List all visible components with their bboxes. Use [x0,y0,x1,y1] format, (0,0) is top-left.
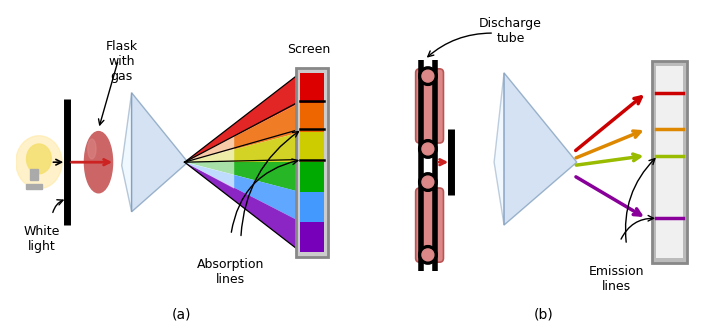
Polygon shape [185,162,300,192]
Circle shape [422,249,434,261]
Circle shape [422,70,434,82]
Polygon shape [185,136,234,189]
Circle shape [422,176,434,188]
Text: Discharge
tube: Discharge tube [479,17,542,45]
Text: Flask
with
gas: Flask with gas [106,40,138,83]
Text: Emission
lines: Emission lines [589,265,645,293]
Circle shape [422,143,434,155]
FancyBboxPatch shape [300,222,323,252]
Text: Screen: Screen [287,43,330,56]
Polygon shape [185,73,300,162]
FancyBboxPatch shape [300,192,323,222]
Ellipse shape [16,136,62,189]
Text: (a): (a) [172,307,191,321]
FancyBboxPatch shape [30,169,38,180]
FancyBboxPatch shape [25,184,42,189]
Circle shape [418,140,437,158]
Polygon shape [185,132,300,162]
Text: (b): (b) [534,307,554,321]
FancyBboxPatch shape [300,132,323,162]
FancyBboxPatch shape [652,61,687,263]
FancyBboxPatch shape [300,73,323,103]
FancyBboxPatch shape [415,69,444,143]
FancyBboxPatch shape [656,66,683,258]
FancyBboxPatch shape [300,103,323,132]
Polygon shape [185,162,300,222]
Polygon shape [132,93,188,212]
Text: Absorption
lines: Absorption lines [197,258,265,286]
Text: White
light: White light [24,225,60,253]
FancyBboxPatch shape [297,68,328,257]
Polygon shape [494,73,504,225]
Polygon shape [185,162,300,252]
Ellipse shape [84,131,112,193]
Ellipse shape [27,144,51,174]
Circle shape [418,67,437,85]
Circle shape [418,173,437,191]
Circle shape [418,246,437,264]
Ellipse shape [88,139,96,159]
FancyBboxPatch shape [300,162,323,192]
Polygon shape [185,103,300,162]
FancyBboxPatch shape [415,188,444,262]
Polygon shape [504,73,577,225]
Polygon shape [122,93,132,212]
